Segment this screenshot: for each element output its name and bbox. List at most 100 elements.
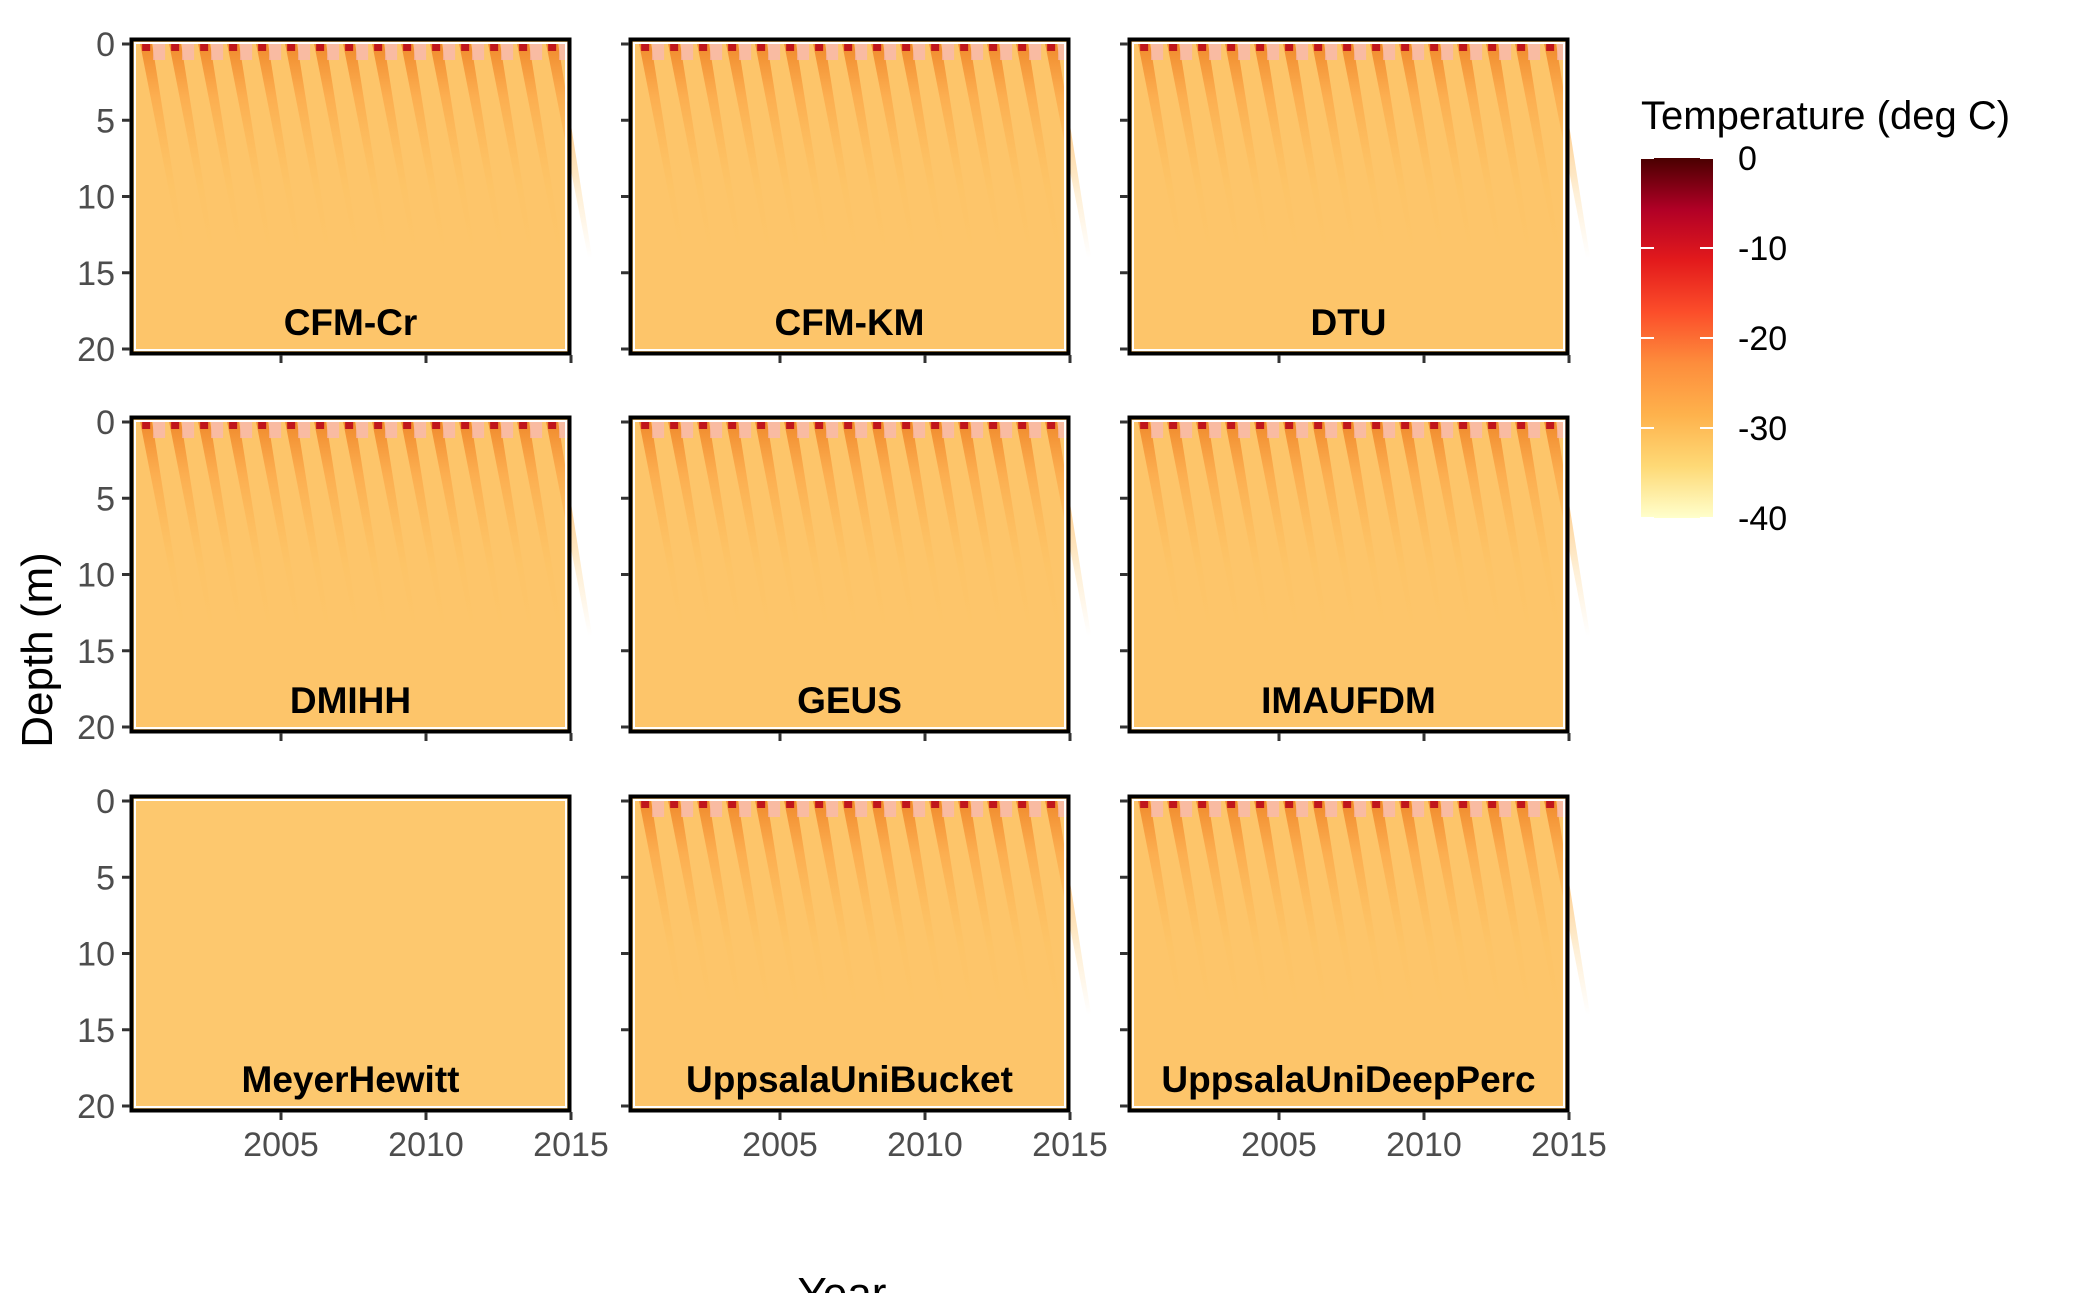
seasonal-stripe [784, 801, 831, 1015]
surface-warm-cell [200, 42, 209, 51]
seasonal-stripe [227, 44, 274, 258]
surface-melt-cell [1499, 799, 1512, 817]
surface-melt-cell [472, 420, 485, 438]
surface-melt-cell [826, 420, 839, 438]
legend-tick-label: -30 [1738, 410, 1787, 448]
seasonal-stripe [1312, 422, 1359, 636]
surface-melt-cell [153, 42, 166, 60]
surface-warm-cell [1285, 42, 1294, 51]
seasonal-stripe [1196, 44, 1243, 258]
surface-melt-cell [1180, 42, 1193, 60]
seasonal-stripe [668, 801, 715, 1015]
seasonal-stripe [1225, 422, 1272, 636]
surface-warm-cell [403, 42, 412, 51]
surface-melt-cell [913, 42, 926, 60]
seasonal-stripe [755, 422, 802, 636]
seasonal-stripe [1254, 44, 1301, 258]
y-tick-label: 20 [77, 709, 115, 747]
panel-background [130, 795, 571, 1112]
surface-warm-cell [1285, 799, 1294, 808]
panel-border [1127, 415, 1570, 734]
seasonal-stripe [343, 422, 390, 636]
surface-warm-cell [873, 420, 882, 429]
surface-melt-cell [1383, 420, 1396, 438]
panel: 0 5 10 15 20 DMIHH [77, 404, 593, 747]
surface-melt-cell [1000, 420, 1013, 438]
panel-border [628, 37, 1071, 356]
surface-melt-cell [472, 42, 485, 60]
seasonal-stripe [1016, 801, 1063, 1015]
surface-warm-cell [1018, 420, 1027, 429]
surface-warm-cell [989, 42, 998, 51]
surface-melt-cell [1180, 420, 1193, 438]
seasonal-stripe [169, 422, 216, 636]
surface-warm-cell [728, 42, 737, 51]
surface-melt-cell [356, 420, 369, 438]
surface-warm-cell [641, 42, 650, 51]
seasonal-stripe [1167, 422, 1214, 636]
x-tick-label: 2015 [533, 1126, 609, 1164]
surface-warm-cell [699, 42, 708, 51]
seasonal-stripe [813, 44, 860, 258]
surface-warm-cell [1546, 799, 1555, 808]
seasonal-stripe [929, 44, 976, 258]
surface-warm-cell [1372, 42, 1381, 51]
x-tick-label: 2005 [1241, 1126, 1317, 1164]
surface-warm-cell [1140, 799, 1149, 808]
seasonal-stripe [488, 44, 535, 258]
y-tick-label: 0 [96, 26, 115, 64]
seasonal-stripe [987, 801, 1034, 1015]
surface-melt-cell [269, 420, 282, 438]
surface-warm-cell [699, 799, 708, 808]
seasonal-stripe [372, 44, 419, 258]
legend-tick-label: -40 [1738, 500, 1787, 538]
surface-melt-cell [913, 420, 926, 438]
y-tick-label: 15 [77, 633, 115, 671]
surface-warm-cell [1227, 799, 1236, 808]
surface-melt-cell [211, 42, 224, 60]
surface-melt-cell [768, 799, 781, 817]
surface-warm-cell [1459, 420, 1468, 429]
seasonal-stripe [784, 44, 831, 258]
surface-warm-cell [815, 799, 824, 808]
panel: DTU [1120, 37, 1591, 363]
surface-melt-cell [681, 42, 694, 60]
surface-warm-cell [844, 799, 853, 808]
seasonal-stripe [140, 422, 187, 636]
surface-melt-cell [269, 42, 282, 60]
surface-warm-cell [757, 420, 766, 429]
surface-warm-cell [229, 420, 238, 429]
seasonal-stripe [430, 422, 477, 636]
surface-warm-cell [902, 42, 911, 51]
surface-warm-cell [728, 799, 737, 808]
y-tick-label: 10 [77, 936, 115, 974]
seasonal-stripe [697, 44, 744, 258]
surface-warm-cell [699, 420, 708, 429]
seasonal-stripe [169, 44, 216, 258]
surface-warm-cell [1256, 42, 1265, 51]
seasonal-stripe [198, 44, 245, 258]
seasonal-stripe [1312, 44, 1359, 258]
surface-melt-cell [1354, 42, 1367, 60]
surface-melt-cell [768, 42, 781, 60]
surface-melt-cell [884, 42, 897, 60]
surface-melt-cell [739, 420, 752, 438]
surface-warm-cell [1047, 420, 1056, 429]
surface-warm-cell [1285, 420, 1294, 429]
seasonal-stripe [488, 422, 535, 636]
seasonal-stripe [314, 44, 361, 258]
surface-melt-cell [855, 42, 868, 60]
surface-warm-cell [519, 420, 528, 429]
surface-warm-cell [902, 799, 911, 808]
surface-melt-cell [1412, 420, 1425, 438]
surface-warm-cell [844, 42, 853, 51]
seasonal-stripe [198, 422, 245, 636]
surface-melt-cell [1383, 799, 1396, 817]
seasonal-stripe [697, 422, 744, 636]
seasonal-stripe [1486, 801, 1533, 1015]
surface-warm-cell [1047, 799, 1056, 808]
surface-melt-cell [501, 420, 514, 438]
surface-warm-cell [757, 42, 766, 51]
seasonal-stripe [755, 801, 802, 1015]
seasonal-stripe [958, 801, 1005, 1015]
